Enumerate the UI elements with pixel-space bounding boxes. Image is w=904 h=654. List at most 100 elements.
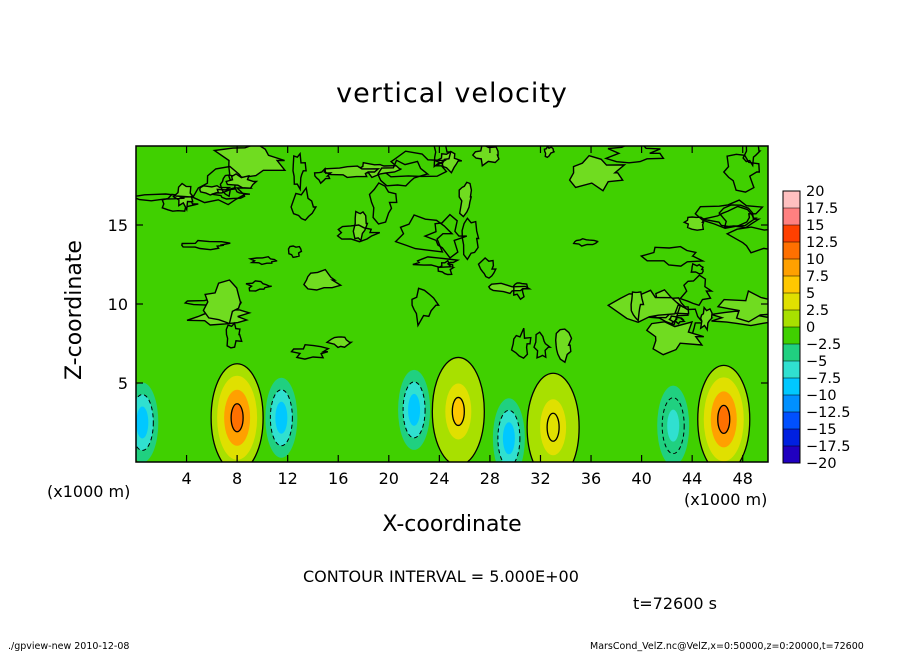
downdraft-cell xyxy=(502,422,515,455)
downdraft-cell xyxy=(408,393,421,426)
updraft-cell xyxy=(546,412,560,442)
colorbar-label: −7.5 xyxy=(806,371,841,387)
y-axis: 5 10 15 xyxy=(108,216,768,393)
chart-title: vertical velocity xyxy=(336,78,568,109)
contour-line xyxy=(412,256,461,269)
colorbar-label: −12.5 xyxy=(806,405,850,421)
colorbar-swatch xyxy=(783,208,800,226)
contour-line xyxy=(572,237,599,247)
colorbar-label: −10 xyxy=(806,388,837,404)
contour-line xyxy=(477,257,497,279)
contour-line xyxy=(423,213,468,259)
footer-file-info: MarsCond_VelZ.nc@VelZ,x=0:50000,z=0:2000… xyxy=(590,641,864,652)
colorbar-swatch xyxy=(783,293,800,311)
contour-line xyxy=(325,336,354,349)
x-tick-label: 8 xyxy=(232,469,242,488)
footer-program-info: ./gpview-new 2010-12-08 xyxy=(8,641,130,652)
colorbar-label: 15 xyxy=(806,218,824,234)
contour-line xyxy=(630,291,645,323)
downdraft-cell xyxy=(667,409,680,442)
contour-line xyxy=(716,289,768,323)
colorbar-swatch xyxy=(783,412,800,430)
contour-line xyxy=(394,214,454,253)
contour-line xyxy=(303,268,343,291)
contour-line xyxy=(471,146,500,167)
colorbar-label: −2.5 xyxy=(806,337,841,353)
contour-line xyxy=(510,327,532,359)
contour-line xyxy=(313,167,333,185)
x-unit-label-left: (x1000 m) xyxy=(47,482,131,501)
colorbar-swatch xyxy=(783,191,800,209)
contour-line xyxy=(679,274,714,307)
x-tick-label: 32 xyxy=(530,469,550,488)
x-tick-label: 36 xyxy=(581,469,601,488)
contour-line xyxy=(668,315,686,325)
x-tick-label: 16 xyxy=(328,469,348,488)
colorbar-swatch xyxy=(783,276,800,294)
colorbar-label: 0 xyxy=(806,320,815,336)
contour-line xyxy=(603,146,665,164)
contour-line xyxy=(136,193,192,202)
colorbar-swatch xyxy=(783,310,800,328)
x-tick-label: 28 xyxy=(480,469,500,488)
contour-line xyxy=(382,150,448,178)
colorbar-label: 20 xyxy=(806,184,824,200)
contour-line xyxy=(245,280,272,292)
y-tick-label: 5 xyxy=(118,374,128,393)
contour-line xyxy=(225,173,259,189)
contour-line xyxy=(336,224,381,243)
updraft-cell xyxy=(451,396,465,427)
x-tick-label: 40 xyxy=(631,469,651,488)
contour-line xyxy=(411,287,440,328)
colorbar-label: 17.5 xyxy=(806,201,838,217)
y-tick-label: 10 xyxy=(108,295,128,314)
contour-line xyxy=(699,305,714,332)
contour-line xyxy=(487,282,533,295)
colorbar-label: −5 xyxy=(806,354,827,370)
colorbar-swatch xyxy=(783,327,800,345)
plot-area xyxy=(136,146,768,462)
contour-line xyxy=(722,153,761,193)
colorbar-swatch xyxy=(783,242,800,260)
draft-cells xyxy=(136,356,751,462)
contour-line xyxy=(682,216,706,231)
x-tick-label: 24 xyxy=(429,469,449,488)
x-tick-label: 20 xyxy=(379,469,399,488)
contour-line xyxy=(512,282,529,301)
upper-turbulence-layer xyxy=(136,146,768,364)
contour-line xyxy=(211,186,250,200)
contour-line xyxy=(690,262,704,275)
colorbar-label: 2.5 xyxy=(806,303,829,319)
colorbar: 2017.51512.5107.552.50−2.5−5−7.5−10−12.5… xyxy=(782,184,850,472)
contour-line xyxy=(458,181,473,218)
contour-line xyxy=(290,186,318,222)
y-axis-label: Z-coordinate xyxy=(62,240,87,380)
colorbar-swatch xyxy=(783,225,800,243)
contour-line xyxy=(433,146,452,168)
contour-line xyxy=(742,146,762,168)
colorbar-label: 7.5 xyxy=(806,269,829,285)
contour-line xyxy=(287,245,303,259)
x-axis-label: X-coordinate xyxy=(382,512,522,537)
x-tick-label: 4 xyxy=(181,469,191,488)
contour-line xyxy=(702,205,762,229)
x-unit-label-right: (x1000 m) xyxy=(684,490,768,509)
x-axis: 4 8 12 16 20 24 28 32 36 40 44 48 xyxy=(181,146,753,488)
colorbar-swatch xyxy=(783,361,800,379)
x-tick-label: 48 xyxy=(733,469,753,488)
colorbar-label: −15 xyxy=(806,422,837,438)
time-label: t=72600 s xyxy=(633,594,717,613)
contour-line xyxy=(694,199,764,230)
x-tick-label: 12 xyxy=(278,469,298,488)
contour-line xyxy=(225,321,243,349)
colorbar-swatch xyxy=(783,378,800,396)
updraft-cell xyxy=(717,404,731,434)
contour-line xyxy=(543,146,555,159)
colorbar-label: −20 xyxy=(806,456,837,472)
contour-line xyxy=(290,343,331,360)
colorbar-swatch xyxy=(783,259,800,277)
colorbar-label: 5 xyxy=(806,286,815,302)
contour-line xyxy=(533,331,553,359)
updraft-cell xyxy=(230,403,244,433)
